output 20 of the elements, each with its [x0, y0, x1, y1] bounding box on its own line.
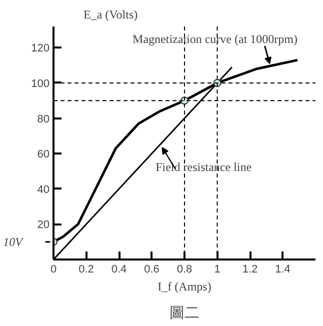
x-axis-title: I_f (Amps) — [158, 280, 212, 294]
x-tick-label: 0.6 — [144, 264, 160, 276]
annotation: 10V — [3, 234, 24, 249]
x-tick-label: 0.8 — [176, 264, 192, 276]
x-tick-label: 1.4 — [275, 264, 290, 276]
x-tick-label: 1 — [214, 264, 220, 276]
y-axis-title: E_a (Volts) — [84, 8, 138, 22]
text: 圖二 — [170, 304, 200, 322]
x-tick-label: 1.2 — [242, 264, 258, 276]
x-tick-label: 0.2 — [78, 264, 94, 276]
y-tick-label: 80 — [37, 113, 50, 126]
x-tick-label: 0.4 — [111, 264, 127, 276]
y-tick-label: 20 — [37, 219, 50, 232]
y-tick-label: 100 — [31, 78, 50, 90]
x-tick-label: 0 — [50, 264, 57, 276]
y-tick-label: 40 — [37, 184, 50, 196]
y-tick-label: 120 — [31, 42, 50, 55]
y-tick-label: 60 — [37, 148, 50, 161]
legend-label: Field resistance line — [156, 160, 252, 174]
series-label: Magnetization curve (at 1000rpm) — [132, 32, 298, 46]
